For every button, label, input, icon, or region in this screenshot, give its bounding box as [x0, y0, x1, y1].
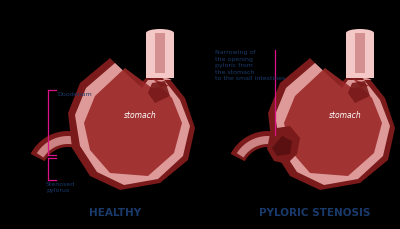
Polygon shape	[348, 81, 370, 103]
Polygon shape	[30, 131, 110, 169]
Polygon shape	[75, 63, 190, 185]
Polygon shape	[146, 33, 174, 78]
Polygon shape	[268, 58, 395, 190]
Ellipse shape	[346, 29, 374, 37]
Text: Narrowing of
the opening
pyloric from
the stomach
to the small intestines: Narrowing of the opening pyloric from th…	[215, 50, 285, 81]
Polygon shape	[148, 81, 170, 103]
Polygon shape	[284, 68, 382, 176]
Text: Stenosed
pylorus: Stenosed pylorus	[46, 182, 75, 193]
Polygon shape	[275, 63, 390, 185]
Text: stomach: stomach	[124, 111, 156, 120]
Polygon shape	[155, 33, 165, 73]
Polygon shape	[355, 33, 365, 73]
Polygon shape	[237, 136, 304, 166]
Text: Duodenum: Duodenum	[57, 92, 92, 97]
Text: HEALTHY: HEALTHY	[89, 208, 141, 218]
Text: stomach: stomach	[329, 111, 361, 120]
Polygon shape	[272, 136, 292, 156]
Text: PYLORIC STENOSIS: PYLORIC STENOSIS	[259, 208, 371, 218]
Ellipse shape	[146, 29, 174, 37]
Polygon shape	[37, 136, 104, 166]
Polygon shape	[230, 131, 310, 169]
Polygon shape	[68, 58, 195, 190]
Polygon shape	[267, 126, 300, 164]
Polygon shape	[346, 33, 374, 78]
Polygon shape	[84, 68, 182, 176]
